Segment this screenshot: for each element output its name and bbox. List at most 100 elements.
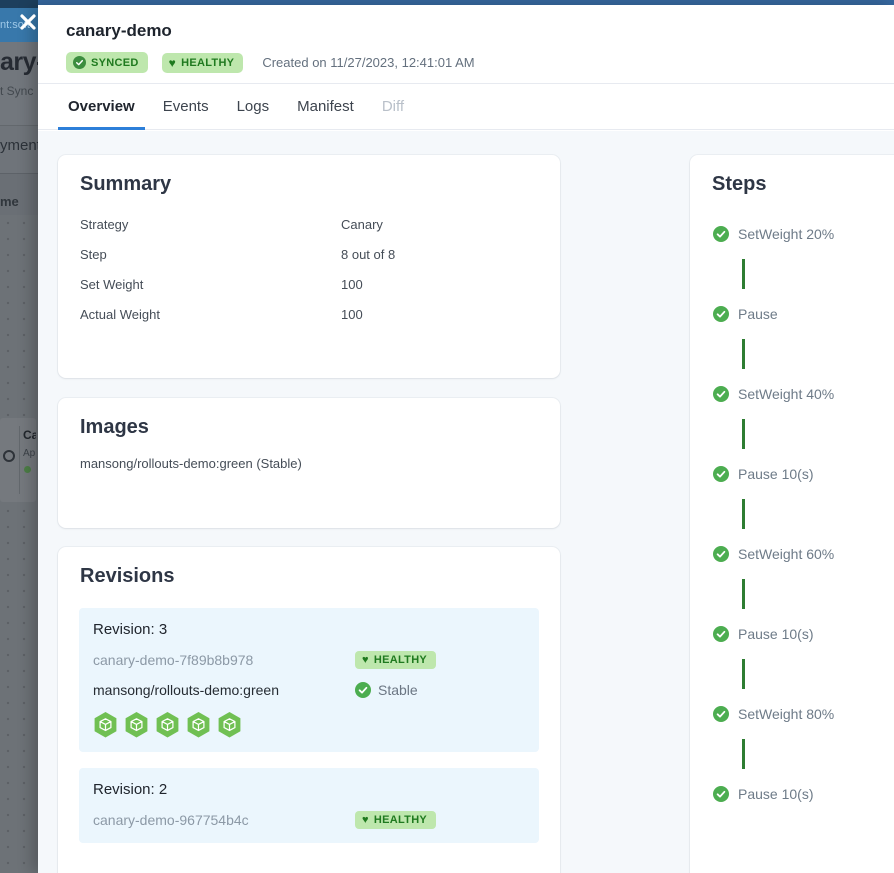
tab-diff-label: Diff bbox=[381, 98, 405, 115]
steps-title: Steps bbox=[712, 173, 767, 195]
revision-replicaset-row: canary-demo-967754b4c ♥ HEALTHY bbox=[93, 811, 525, 829]
step-check-icon bbox=[713, 706, 729, 722]
step-label: SetWeight 40% bbox=[738, 386, 835, 402]
background-page: nt:soft ary- t Sync yment me Ca Ap bbox=[0, 0, 38, 873]
step-label: Pause 10(s) bbox=[738, 626, 814, 642]
step-label: SetWeight 20% bbox=[738, 226, 835, 242]
pod-icon[interactable] bbox=[93, 711, 118, 738]
sync-status-badge: SYNCED bbox=[66, 52, 148, 73]
summary-row-actual-weight: Actual Weight 100 bbox=[80, 299, 538, 329]
step-item: Pause bbox=[713, 303, 894, 325]
step-check-icon bbox=[713, 546, 729, 562]
summary-value: 8 out of 8 bbox=[341, 246, 396, 262]
revisions-title: Revisions bbox=[80, 565, 175, 587]
steps-list: SetWeight 20% Pause SetWeight 40% bbox=[690, 223, 894, 805]
sync-status-label: SYNCED bbox=[91, 56, 139, 69]
step-connector bbox=[742, 659, 745, 689]
step-item: SetWeight 80% bbox=[713, 703, 894, 725]
replicaset-health-badge: ♥ HEALTHY bbox=[355, 811, 437, 829]
background-topbar bbox=[0, 0, 894, 5]
summary-card: Summary Strategy Canary Step 8 out of 8 … bbox=[58, 155, 560, 378]
images-title: Images bbox=[80, 416, 149, 438]
step-label: SetWeight 80% bbox=[738, 706, 835, 722]
replicaset-name: canary-demo-7f89b8b978 bbox=[93, 652, 254, 668]
pod-icon[interactable] bbox=[186, 711, 211, 738]
step-item: Pause 10(s) bbox=[713, 623, 894, 645]
tab-bar: Overview Events Logs Manifest Diff bbox=[38, 84, 894, 130]
summary-value: Canary bbox=[341, 216, 383, 232]
summary-rows: Strategy Canary Step 8 out of 8 Set Weig… bbox=[80, 209, 538, 329]
revision-name: Revision: 2 bbox=[93, 781, 168, 798]
summary-title: Summary bbox=[80, 173, 172, 195]
revision-name: Revision: 3 bbox=[93, 621, 168, 638]
step-check-icon bbox=[713, 466, 729, 482]
tab-manifest[interactable]: Manifest bbox=[295, 84, 356, 129]
replicaset-health-label: HEALTHY bbox=[373, 814, 428, 826]
summary-row-set-weight: Set Weight 100 bbox=[80, 269, 538, 299]
background-sync-text-fragment: t Sync bbox=[0, 84, 34, 98]
tab-overview-label: Overview bbox=[68, 98, 135, 115]
revisions-card: Revisions Revision: 3 canary-demo-7f89b8… bbox=[58, 547, 560, 873]
background-node-card: Ca Ap bbox=[0, 418, 36, 502]
active-tab-underline bbox=[58, 127, 145, 130]
created-timestamp: Created on 11/27/2023, 12:41:01 AM bbox=[262, 55, 475, 70]
background-section-fragment: yment bbox=[0, 137, 38, 154]
replicaset-health-label: HEALTHY bbox=[373, 654, 428, 666]
pods-row bbox=[93, 711, 525, 738]
step-item: SetWeight 40% bbox=[713, 383, 894, 405]
health-status-label: HEALTHY bbox=[181, 56, 235, 69]
heart-icon: ♥ bbox=[362, 654, 369, 666]
tab-overview[interactable]: Overview bbox=[58, 84, 145, 130]
image-status-label: Stable bbox=[378, 682, 418, 698]
tab-events[interactable]: Events bbox=[161, 84, 211, 129]
resource-kind-icon bbox=[3, 450, 15, 462]
close-button[interactable] bbox=[17, 11, 39, 33]
summary-value: 100 bbox=[341, 276, 363, 292]
step-check-icon bbox=[713, 786, 729, 802]
background-app-title-fragment: ary- bbox=[0, 48, 38, 76]
step-label: Pause bbox=[738, 306, 778, 322]
pod-icon[interactable] bbox=[155, 711, 180, 738]
summary-value: 100 bbox=[341, 306, 363, 322]
step-connector bbox=[742, 499, 745, 529]
health-status-badge: ♥ HEALTHY bbox=[161, 52, 244, 73]
replicaset-name: canary-demo-967754b4c bbox=[93, 812, 249, 828]
check-circle-icon bbox=[355, 682, 371, 698]
image-status: Stable bbox=[355, 682, 418, 698]
revision-replicaset-row: canary-demo-7f89b8b978 ♥ HEALTHY bbox=[93, 651, 525, 669]
background-node-line2-fragment: Ap bbox=[23, 448, 36, 459]
summary-row-strategy: Strategy Canary bbox=[80, 209, 538, 239]
step-check-icon bbox=[713, 626, 729, 642]
background-column-header-row: me bbox=[0, 173, 38, 215]
revision-image-row: mansong/rollouts-demo:green Stable bbox=[93, 682, 525, 698]
step-check-icon bbox=[713, 226, 729, 242]
summary-label: Actual Weight bbox=[80, 306, 160, 322]
step-connector bbox=[742, 739, 745, 769]
step-label: Pause 10(s) bbox=[738, 786, 814, 802]
pod-icon[interactable] bbox=[217, 711, 242, 738]
replicaset-health-badge: ♥ HEALTHY bbox=[355, 651, 437, 669]
revision-image-name: mansong/rollouts-demo:green bbox=[93, 682, 279, 698]
summary-label: Strategy bbox=[80, 216, 129, 232]
tab-logs[interactable]: Logs bbox=[235, 84, 272, 129]
heart-icon: ♥ bbox=[168, 55, 177, 70]
rollout-details-panel: canary-demo SYNCED ♥ HEALTHY Created on … bbox=[38, 5, 894, 873]
pod-icon[interactable] bbox=[124, 711, 149, 738]
step-item: SetWeight 60% bbox=[713, 543, 894, 565]
check-circle-icon bbox=[73, 56, 86, 69]
close-icon bbox=[20, 14, 36, 30]
step-check-icon bbox=[713, 306, 729, 322]
step-label: Pause 10(s) bbox=[738, 466, 814, 482]
background-column-fragment: me bbox=[0, 194, 19, 209]
image-name: mansong/rollouts-demo:green (Stable) bbox=[80, 456, 302, 471]
background-toolbar-button: nt:soft bbox=[0, 8, 38, 42]
step-connector bbox=[742, 579, 745, 609]
steps-card: Steps SetWeight 20% Pause SetWeight bbox=[690, 155, 894, 873]
summary-label: Step bbox=[80, 246, 107, 262]
step-connector bbox=[742, 419, 745, 449]
divider bbox=[19, 426, 20, 494]
panel-header: canary-demo SYNCED ♥ HEALTHY Created on … bbox=[38, 5, 894, 84]
revision-item-3: Revision: 3 canary-demo-7f89b8b978 ♥ HEA… bbox=[79, 608, 539, 752]
background-app-header: ary- t Sync bbox=[0, 42, 38, 125]
